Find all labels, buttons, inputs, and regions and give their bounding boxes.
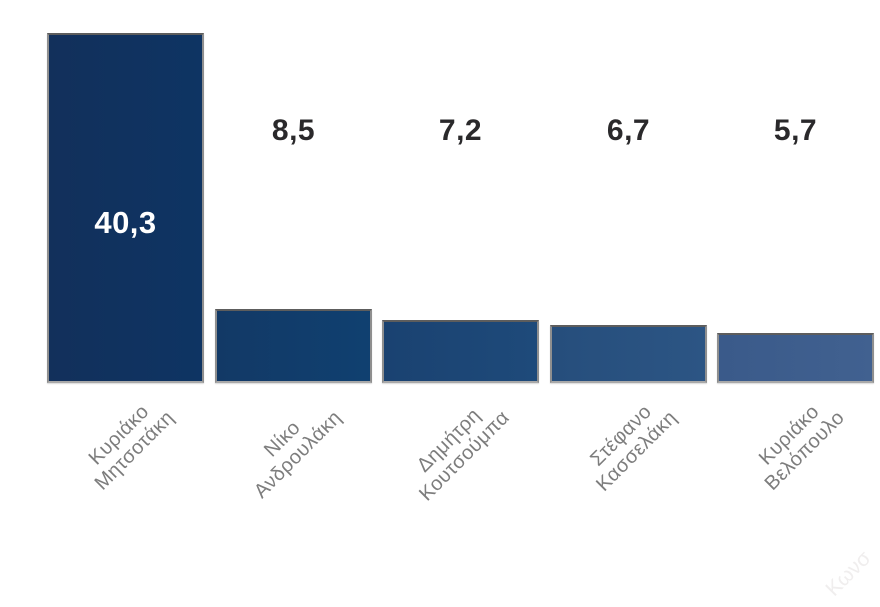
bar — [717, 333, 874, 383]
x-axis-tick-label: Στέφανο Κασσελάκη — [577, 391, 682, 496]
bar — [382, 320, 539, 383]
x-axis-tick-label: Κυριάκο Μητσοτάκη — [75, 391, 179, 495]
bar — [215, 309, 372, 383]
bar — [47, 33, 204, 383]
value-label: 8,5 — [271, 114, 316, 147]
value-label: 6,7 — [606, 114, 651, 147]
x-axis-tick-label: Κυριάκο Βελόπουλο — [745, 391, 849, 495]
bar — [550, 325, 707, 383]
value-label: 5,7 — [773, 114, 818, 147]
value-label: 40,3 — [94, 205, 157, 240]
value-label: 7,2 — [438, 114, 483, 147]
watermark-fragment: Κωνσ — [821, 546, 876, 601]
x-axis-tick-label: Νίκο Ανδρουλάκη — [235, 391, 347, 503]
x-axis-tick-label: Δημήτρη Κουτσούμπα — [399, 391, 514, 506]
